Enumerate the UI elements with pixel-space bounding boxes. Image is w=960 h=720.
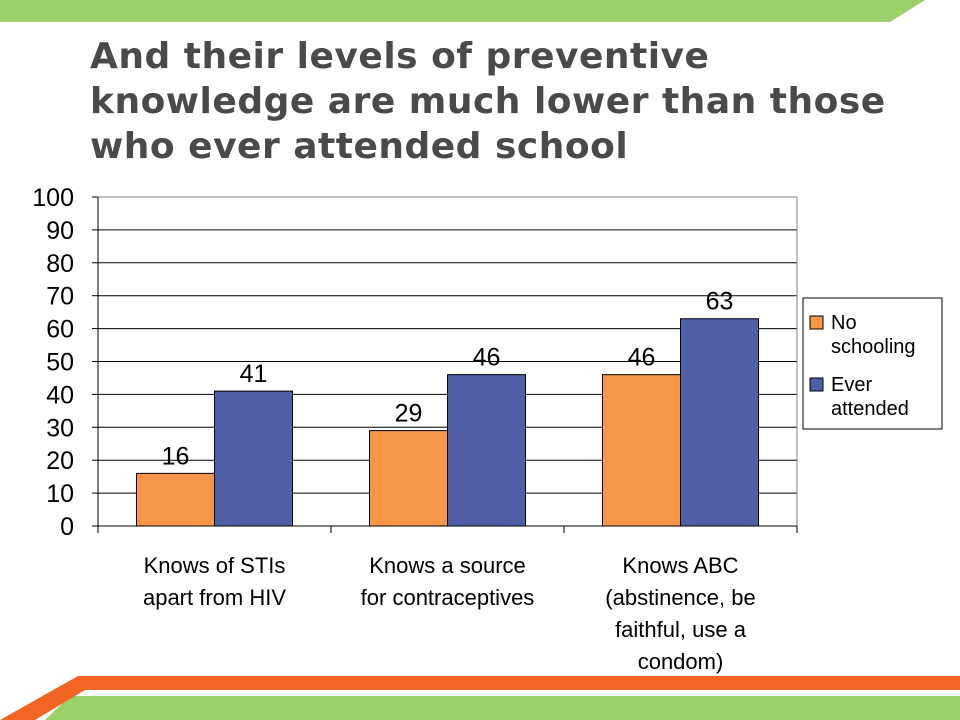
bottom-orange-stripe — [0, 676, 960, 720]
data-label: 46 — [628, 344, 656, 372]
x-category-label: Knows ABC — [622, 553, 738, 578]
x-category-label: apart from HIV — [143, 585, 286, 610]
legend-swatch — [809, 377, 824, 392]
y-tick-label: 70 — [46, 283, 74, 311]
legend-label: No — [831, 312, 857, 334]
data-label: 63 — [706, 288, 734, 316]
y-tick-label: 90 — [46, 217, 74, 245]
bar — [602, 374, 681, 527]
legend-label: Ever — [831, 374, 872, 396]
legend-label: attended — [831, 398, 909, 420]
legend-label: schooling — [831, 336, 916, 358]
y-tick-label: 60 — [46, 316, 74, 344]
y-tick-label: 10 — [46, 480, 74, 508]
data-label: 41 — [240, 360, 268, 388]
top-green-band — [0, 0, 925, 22]
y-tick-label: 30 — [46, 414, 74, 442]
bars — [136, 318, 759, 527]
data-label: 46 — [473, 344, 501, 372]
x-category-label: faithful, use a — [615, 617, 747, 642]
bar — [214, 390, 293, 527]
x-category-label: (abstinence, be — [605, 585, 755, 610]
bottom-green-band — [45, 696, 960, 720]
y-tick-label: 0 — [60, 513, 74, 541]
bar — [680, 318, 759, 527]
y-tick-label: 40 — [46, 381, 74, 409]
axes — [92, 196, 798, 533]
x-category-label: Knows a source — [369, 553, 526, 578]
y-tick-label: 50 — [46, 349, 74, 377]
x-category-label: for contraceptives — [361, 585, 535, 610]
y-tick-label: 100 — [32, 184, 74, 212]
y-tick-label: 80 — [46, 250, 74, 278]
bar — [447, 374, 526, 527]
y-tick-label: 20 — [46, 447, 74, 475]
x-category-label: condom) — [638, 649, 724, 674]
data-label: 29 — [395, 400, 423, 428]
data-label: 16 — [162, 442, 190, 470]
legend-swatch — [809, 315, 824, 330]
labels: 0 10 20 30 40 50 60 70 80 90 100 16 41 Knows of STIs a… — [32, 184, 755, 674]
x-category-label: Knows of STIs — [144, 553, 286, 578]
bar — [136, 472, 215, 527]
slide-title: And their levels of preventive knowledge… — [90, 36, 886, 167]
legend-box — [802, 297, 943, 430]
bar — [369, 430, 448, 527]
